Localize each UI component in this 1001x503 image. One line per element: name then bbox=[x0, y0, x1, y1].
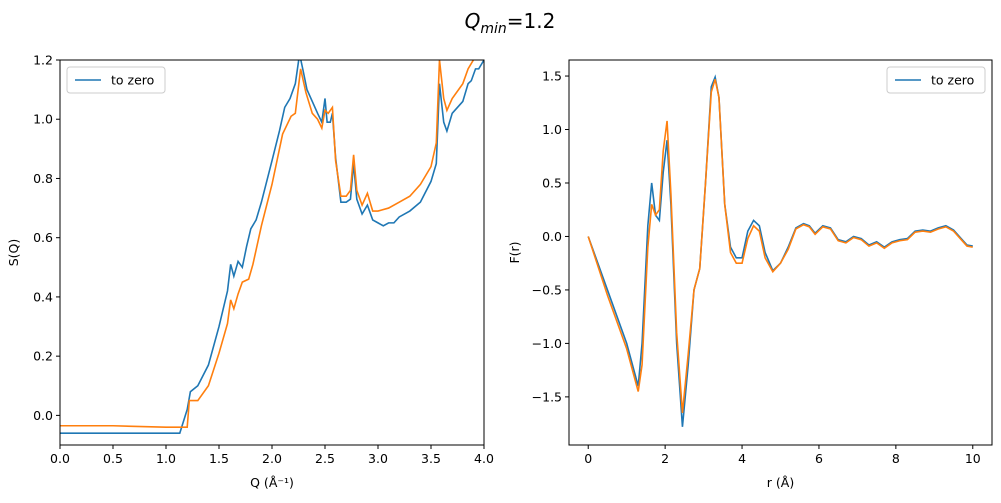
left-subplot-sq: 0.0 0.5 1.0 1.5 2.0 2.5 3.0 3.5 4.0 0.0 0.2 0.4 0.6 0… bbox=[6, 53, 494, 491]
fr-legend-box bbox=[886, 66, 986, 94]
sq-x-tick-label: 1.0 bbox=[156, 451, 176, 466]
fr-y-tick-label: −1.0 bbox=[532, 336, 562, 351]
sq-series-line-1 bbox=[60, 60, 475, 429]
sq-y-tick-label: 0.0 bbox=[33, 408, 53, 423]
sq-x-tick-label: 2.5 bbox=[315, 451, 335, 466]
fr-axes-frame bbox=[568, 59, 993, 446]
sq-x-tick-label: 0.5 bbox=[103, 451, 123, 466]
fr-x-tick-label: 8 bbox=[892, 451, 900, 466]
suptitle-base: Q bbox=[465, 9, 481, 33]
sq-x-tick-label: 1.5 bbox=[209, 451, 229, 466]
fr-y-tick-label: −1.5 bbox=[532, 389, 562, 404]
fr-series-line-0 bbox=[587, 74, 973, 427]
fr-y-tick-label: 1.5 bbox=[542, 69, 562, 84]
sq-y-axis-label: S(Q) bbox=[6, 239, 21, 267]
sq-y-tick-label: 0.6 bbox=[33, 230, 53, 245]
fr-x-tick-label: 6 bbox=[815, 451, 823, 466]
fr-legend-label: to zero bbox=[931, 73, 974, 88]
sq-y-tick-label: 0.8 bbox=[33, 171, 53, 186]
sq-y-tick-label: 1.2 bbox=[33, 53, 53, 68]
sq-x-tick-label: 2.0 bbox=[262, 451, 282, 466]
suptitle-subscript: min bbox=[480, 21, 506, 37]
fr-x-tick-label: 2 bbox=[661, 451, 669, 466]
sq-y-tick-label: 0.4 bbox=[33, 289, 53, 304]
figure-suptitle: Qmin=1.2 bbox=[465, 9, 556, 37]
fr-x-tick-label: 4 bbox=[738, 451, 746, 466]
sq-x-tick-label: 3.0 bbox=[368, 451, 388, 466]
sq-x-tick-label: 0.0 bbox=[50, 451, 70, 466]
sq-y-tick-label: 1.0 bbox=[33, 112, 53, 127]
fr-x-tick-label: 10 bbox=[965, 451, 981, 466]
sq-x-axis-label: Q (Å⁻¹) bbox=[250, 475, 294, 490]
sq-y-tick-label: 0.2 bbox=[33, 349, 53, 364]
fr-y-tick-label: −0.5 bbox=[532, 282, 562, 297]
fr-y-tick-label: 0.0 bbox=[542, 229, 562, 244]
sq-legend-label: to zero bbox=[111, 73, 154, 88]
sq-axes-frame bbox=[59, 59, 485, 446]
right-subplot-fr: 0 2 4 6 8 10 −1.5 −1.0 −0.5 0.0 0.5 1.0 1.5 r (Å) F(r)… bbox=[507, 59, 993, 490]
sq-legend-box bbox=[66, 66, 166, 94]
fr-x-tick-label: 0 bbox=[584, 451, 592, 466]
fr-x-axis-label: r (Å) bbox=[767, 475, 794, 490]
fr-legend: to zero bbox=[886, 66, 986, 94]
sq-x-tick-label: 3.5 bbox=[421, 451, 441, 466]
sq-legend: to zero bbox=[66, 66, 166, 94]
suptitle-rest: =1.2 bbox=[507, 9, 556, 33]
sq-x-tick-label: 4.0 bbox=[474, 451, 494, 466]
fr-y-tick-label: 0.5 bbox=[542, 175, 562, 190]
fr-y-tick-label: 1.0 bbox=[542, 122, 562, 137]
fr-y-axis-label: F(r) bbox=[507, 241, 522, 263]
fr-series-line-1 bbox=[587, 79, 973, 413]
sq-series-line-0 bbox=[60, 60, 484, 434]
